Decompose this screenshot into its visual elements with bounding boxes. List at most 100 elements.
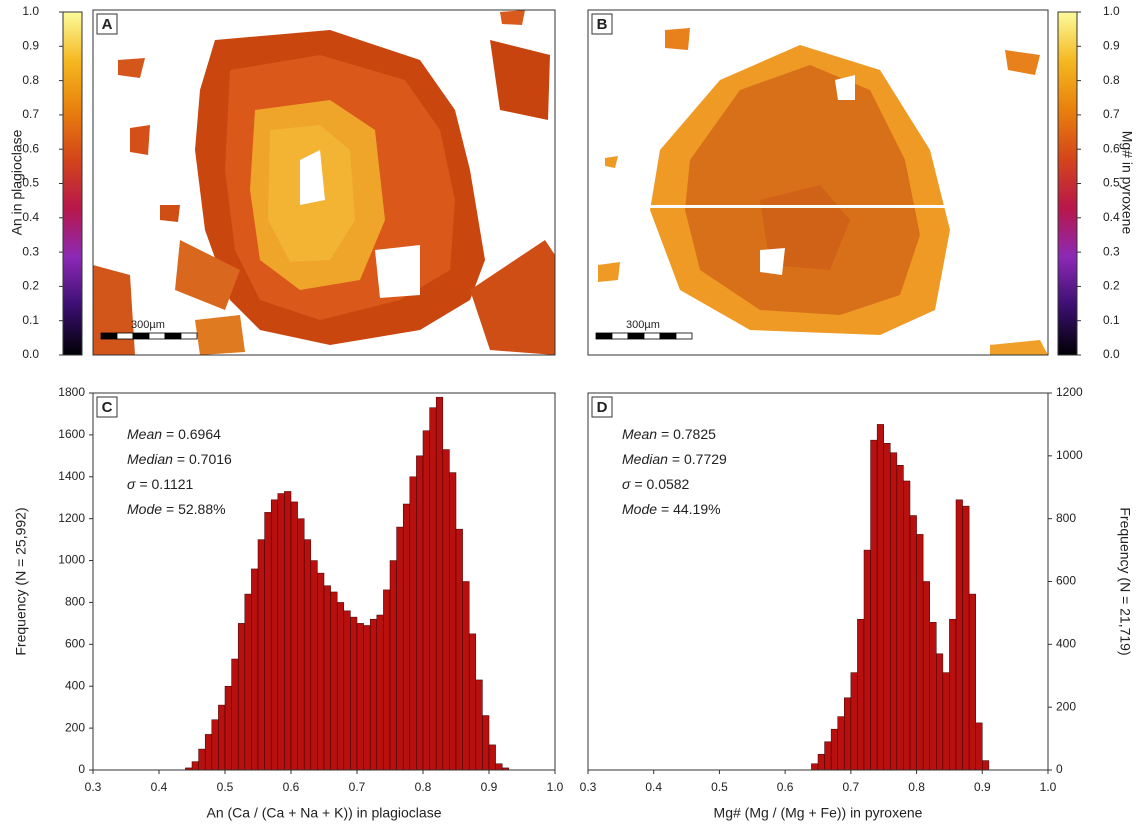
y-tick-label: 600 <box>1056 574 1076 588</box>
histogram-bar <box>297 518 305 771</box>
histogram-bar <box>402 503 411 771</box>
histogram-bar <box>449 472 457 771</box>
statistic-value: = 52.88% <box>166 501 226 517</box>
colorbar-tick-label: 0.9 <box>1103 38 1120 52</box>
x-tick-label: 0.4 <box>645 780 662 794</box>
colorbar-tick-label: 0.7 <box>1103 107 1120 121</box>
histogram-bar <box>191 761 199 771</box>
histogram-bar <box>955 499 963 771</box>
histogram-bar <box>890 452 898 771</box>
statistic-name: Mode <box>622 501 657 517</box>
scale-bar-segment <box>643 332 661 340</box>
histogram-bar <box>442 449 450 771</box>
x-axis-label: An (Ca / (Ca + Na + K)) in plagioclase <box>207 805 442 821</box>
histogram-bar <box>883 443 891 771</box>
statistic-value: = 0.0582 <box>634 476 689 492</box>
histogram-bar <box>916 534 924 771</box>
y-tick-label: 800 <box>1056 511 1076 525</box>
scale-bar-segment <box>132 332 150 340</box>
scale-bar-segment <box>180 332 198 340</box>
histogram-bar <box>429 407 437 771</box>
histogram-bar <box>409 476 417 771</box>
histogram-bar <box>350 616 358 771</box>
histogram-bar <box>468 633 477 771</box>
scale-bar-segment <box>595 332 613 340</box>
statistic-name: σ <box>622 476 631 492</box>
colorbar-tick-label: 0.1 <box>22 313 39 327</box>
histogram-bar <box>251 568 259 771</box>
scale-bar-segment <box>611 332 629 340</box>
x-tick-label: 0.7 <box>349 780 366 794</box>
colorbar-tick-label: 0.6 <box>22 141 39 155</box>
colorbar-tick-label: 0.2 <box>22 279 39 293</box>
y-tick-label: 200 <box>65 720 85 734</box>
histogram-bar <box>343 610 351 771</box>
histogram-bar <box>270 499 279 771</box>
histogram-bar <box>817 754 825 771</box>
histogram-bar <box>495 763 503 771</box>
panel-label-box <box>591 396 613 418</box>
x-tick-label: 0.4 <box>151 780 168 794</box>
histogram-bar <box>389 560 397 771</box>
histogram-bar <box>482 715 490 771</box>
x-tick-label: 0.7 <box>843 780 860 794</box>
y-tick-label: 400 <box>1056 637 1076 651</box>
histogram-bar <box>863 549 871 771</box>
histogram-bar <box>330 591 338 771</box>
colorbar-tick-label: 0.5 <box>22 176 39 190</box>
histogram-bar <box>336 602 345 771</box>
histogram-bar <box>896 465 904 771</box>
statistic-name: Mode <box>127 501 162 517</box>
colorbar-tick-label: 0.9 <box>22 38 39 52</box>
histogram-bar <box>824 741 832 771</box>
histogram-bar <box>284 491 292 771</box>
x-tick-label: 0.8 <box>415 780 432 794</box>
colorbar <box>62 11 83 356</box>
histogram-bar <box>811 763 819 771</box>
y-tick-label: 1800 <box>58 385 85 399</box>
histogram-bar <box>857 618 865 771</box>
histogram-bar <box>257 539 265 771</box>
x-tick-label: 0.9 <box>974 780 991 794</box>
colorbar-tick-label: 0.8 <box>22 73 39 87</box>
scale-bar-segment <box>148 332 166 340</box>
y-tick-label: 0 <box>1056 762 1063 776</box>
panel-label: B <box>597 16 608 33</box>
histogram-bar <box>870 439 878 771</box>
statistic: Mean = 0.6964 <box>127 426 221 442</box>
scale-bar-segment <box>627 332 645 340</box>
plot-frame <box>92 392 556 771</box>
y-tick-label: 1000 <box>1056 448 1083 462</box>
histogram-bar <box>475 679 483 771</box>
statistic: Mode = 52.88% <box>127 501 226 517</box>
statistic-name: Median <box>127 451 173 467</box>
panel-label: D <box>597 399 608 416</box>
statistic-value: = 0.7729 <box>672 451 727 467</box>
scale-bar-segment <box>116 332 134 340</box>
histogram-bar <box>830 728 838 771</box>
histogram-bar <box>290 501 298 771</box>
colorbar-tick-label: 0.3 <box>1103 244 1120 258</box>
colorbar-tick-label: 1.0 <box>1103 4 1120 18</box>
colorbar-tick-label: 0.1 <box>1103 313 1120 327</box>
histogram-bar <box>369 618 378 771</box>
statistic: Median = 0.7016 <box>127 451 232 467</box>
colorbar-label: An in plagioclase <box>9 129 25 235</box>
histogram-bar <box>317 572 325 771</box>
y-tick-label: 200 <box>1056 699 1076 713</box>
histogram-bar <box>198 748 206 771</box>
map-frame <box>92 9 556 356</box>
histogram-bar <box>363 625 371 771</box>
panel-label-box <box>96 396 118 418</box>
histogram-bar <box>929 622 937 771</box>
statistic-value: = 0.7016 <box>177 451 232 467</box>
histogram-bar <box>876 424 884 771</box>
histogram-bar <box>383 589 391 771</box>
scale-bar-segment <box>100 332 118 340</box>
colorbar-tick-label: 0.4 <box>1103 210 1120 224</box>
histogram-bar <box>323 585 331 771</box>
x-tick-label: 0.9 <box>481 780 498 794</box>
statistic-name: σ <box>127 476 136 492</box>
x-tick-label: 0.8 <box>908 780 925 794</box>
histogram-bar <box>488 744 496 771</box>
